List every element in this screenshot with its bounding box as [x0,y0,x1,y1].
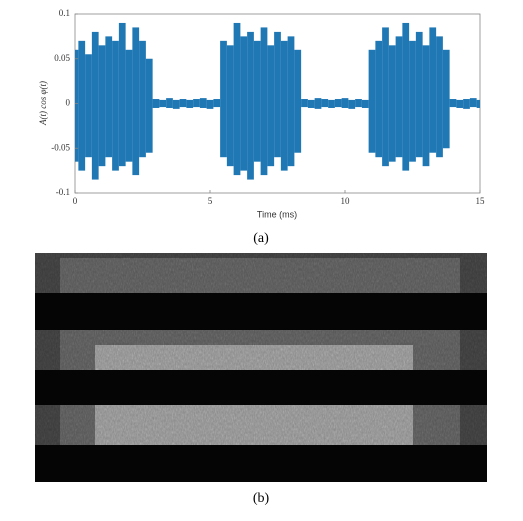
signal-range [159,99,167,108]
dark-band [35,293,487,330]
signal-range [348,99,356,109]
signal-range [247,31,254,180]
signal-range [476,99,480,108]
caption: (b) [253,491,270,506]
signal-range [321,99,329,108]
signal-range [301,99,308,108]
y-tick-label: -0.1 [56,187,70,197]
signal-range [463,99,470,109]
signal-range [186,99,194,108]
signal-range [172,99,180,109]
signal-range [105,36,113,158]
signal-range [287,36,295,167]
signal-range [456,99,464,108]
signal-range [75,49,79,162]
signal-range [368,49,376,153]
signal-range [341,98,349,108]
signal-range [125,49,133,162]
signal-range [233,22,241,176]
caption: (a) [253,231,269,246]
dark-band [35,445,487,482]
signal-range [139,40,146,158]
x-tick-label: 5 [208,196,213,206]
signal-range [361,99,369,108]
image-b [35,253,487,482]
signal-range [220,40,227,158]
signal-range [388,45,396,162]
signal-range [267,45,275,167]
signal-range [314,98,322,109]
y-tick-label: 0.1 [59,8,70,18]
signal-range [213,99,221,108]
signal-range [402,22,410,171]
signal-range [436,36,443,158]
signal-range [112,40,119,171]
signal-range [429,27,437,153]
image-noise [35,253,487,482]
x-axis-label: Time (ms) [257,209,297,219]
signal-range [253,40,261,162]
signal-range [78,40,86,171]
signal-range [469,98,477,108]
x-tick-label: 0 [73,196,78,206]
signal-range [328,99,335,108]
signal-range [260,27,268,176]
signal-range [240,36,248,171]
signal-range [226,45,234,167]
signal-range [422,45,430,167]
signal-range [415,31,423,158]
signal-range [334,99,342,108]
signal-range [395,36,403,158]
signal-range [442,49,450,149]
dark-band [35,370,487,405]
signal-range [206,99,214,109]
signal-range [409,40,416,162]
y-axis-label: A(t) cos φ(t) [38,81,48,126]
signal-range [280,40,288,171]
y-tick-label: 0 [66,98,71,108]
y-tick-label: 0.05 [54,53,70,63]
signal-range [98,45,106,167]
signal-range [152,99,160,108]
signal-range [132,27,140,176]
signal-range [449,99,457,108]
x-tick-label: 15 [476,196,486,206]
signal-range [193,99,200,108]
signal-range [91,31,99,180]
x-tick-label: 10 [341,196,351,206]
signal-range [294,49,302,153]
signal-range [355,99,362,108]
signal-range [85,54,92,158]
signal-range [166,98,173,108]
signal-range [179,99,187,108]
signal-range [199,98,207,108]
y-tick-label: -0.05 [51,142,70,152]
signal-range [307,99,315,108]
signal-range [145,58,153,153]
signal-range [382,27,389,167]
signal-range [375,40,383,158]
plot [75,22,480,180]
signal-range [274,31,281,158]
signal-range [118,22,126,167]
